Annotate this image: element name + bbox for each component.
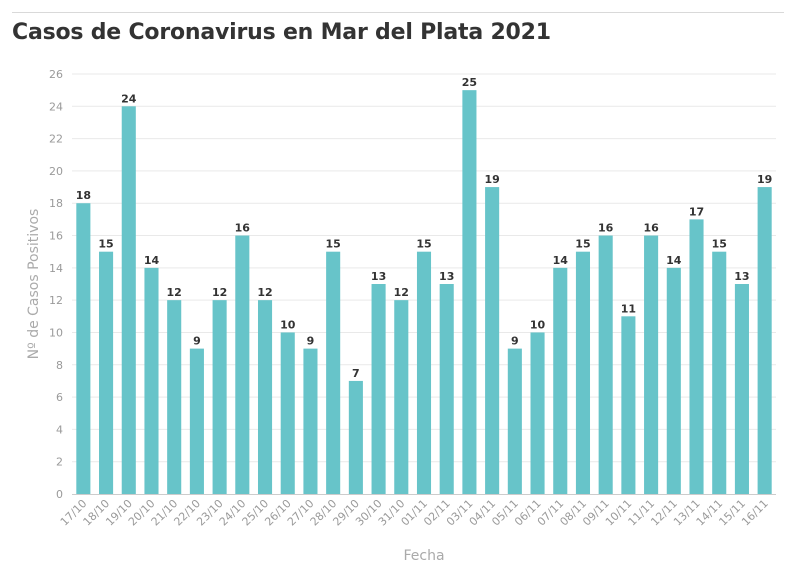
x-axis-title: Fecha — [403, 548, 444, 564]
y-tick-label: 12 — [49, 294, 63, 307]
y-tick-label: 24 — [49, 100, 63, 113]
bar — [121, 106, 136, 495]
bar — [167, 300, 182, 494]
x-axis-ticks: 17/1018/1019/1020/1021/1022/1023/1024/10… — [58, 497, 771, 529]
bar — [734, 284, 749, 494]
bar-value-label: 12 — [212, 286, 227, 299]
bar-value-label: 15 — [416, 238, 431, 251]
y-tick-label: 10 — [49, 326, 63, 339]
bar-value-label: 14 — [666, 254, 682, 267]
bar-value-label: 16 — [643, 222, 659, 235]
bar — [326, 251, 341, 494]
bar-value-label: 15 — [326, 238, 341, 251]
bar — [212, 300, 227, 494]
bar-value-label: 9 — [511, 335, 519, 348]
bar-value-label: 10 — [530, 318, 546, 331]
bar — [144, 267, 159, 494]
bar-value-label: 19 — [757, 173, 772, 186]
bar-value-label: 24 — [121, 92, 137, 105]
bar-value-label: 15 — [575, 238, 590, 251]
y-tick-label: 6 — [56, 391, 63, 404]
bar — [462, 90, 477, 495]
chart-title: Casos de Coronavirus en Mar del Plata 20… — [12, 20, 551, 45]
bar — [485, 187, 500, 495]
y-tick-label: 22 — [49, 133, 63, 146]
bar-value-label: 14 — [144, 254, 160, 267]
bar — [303, 348, 318, 494]
bar — [280, 332, 295, 494]
y-tick-label: 14 — [49, 262, 63, 275]
y-tick-label: 4 — [56, 423, 63, 436]
gridlines — [72, 73, 776, 463]
bar-value-label: 18 — [76, 189, 91, 202]
bar — [757, 187, 772, 495]
bar — [99, 251, 114, 494]
bar-value-label: 10 — [280, 318, 296, 331]
bar-value-label: 16 — [598, 222, 614, 235]
bar — [712, 251, 727, 494]
value-labels: 18 15 24 14 12 9 12 16 12 10 9 15 7 13 12 15 13 25 19 9 10 14… — [76, 76, 773, 380]
y-axis-title: Nº de Casos Positivos — [26, 209, 42, 360]
bar — [689, 219, 704, 494]
y-tick-label: 8 — [56, 359, 63, 372]
bar — [621, 316, 636, 494]
bar — [439, 284, 454, 494]
bar-value-label: 17 — [689, 205, 704, 218]
bar — [416, 251, 432, 494]
bar — [257, 300, 273, 494]
bar — [553, 267, 568, 494]
bar — [575, 251, 591, 494]
bar-value-label: 13 — [734, 270, 749, 283]
y-tick-label: 26 — [49, 68, 63, 81]
bar-value-label: 13 — [371, 270, 386, 283]
bar-value-label: 9 — [307, 335, 315, 348]
bar-value-label: 16 — [235, 222, 251, 235]
top-divider — [12, 12, 784, 13]
y-tick-label: 2 — [56, 456, 63, 469]
bar — [394, 300, 409, 494]
bar-value-label: 13 — [439, 270, 454, 283]
bar — [507, 348, 522, 494]
y-tick-label: 18 — [49, 197, 63, 210]
bar — [371, 284, 386, 494]
bar — [644, 235, 659, 495]
bars — [76, 90, 772, 495]
bar-value-label: 7 — [352, 367, 360, 380]
bar-value-label: 11 — [621, 302, 636, 315]
bar — [598, 235, 613, 495]
y-tick-label: 16 — [49, 230, 63, 243]
x-tick-label: 16/11 — [739, 497, 771, 529]
bar-value-label: 19 — [484, 173, 499, 186]
bar-value-label: 12 — [257, 286, 272, 299]
bar-value-label: 14 — [553, 254, 569, 267]
bar — [666, 267, 681, 494]
bar — [530, 332, 545, 494]
bar-value-label: 9 — [193, 335, 201, 348]
y-tick-label: 0 — [56, 488, 63, 501]
bar — [189, 348, 204, 494]
bar — [235, 235, 250, 495]
bar-value-label: 25 — [462, 76, 477, 89]
bar — [76, 203, 91, 494]
y-tick-label: 20 — [49, 165, 63, 178]
bar-value-label: 15 — [712, 238, 727, 251]
bar-value-label: 12 — [167, 286, 182, 299]
bar-value-label: 12 — [394, 286, 409, 299]
bar — [348, 380, 363, 494]
bar-value-label: 15 — [98, 238, 113, 251]
